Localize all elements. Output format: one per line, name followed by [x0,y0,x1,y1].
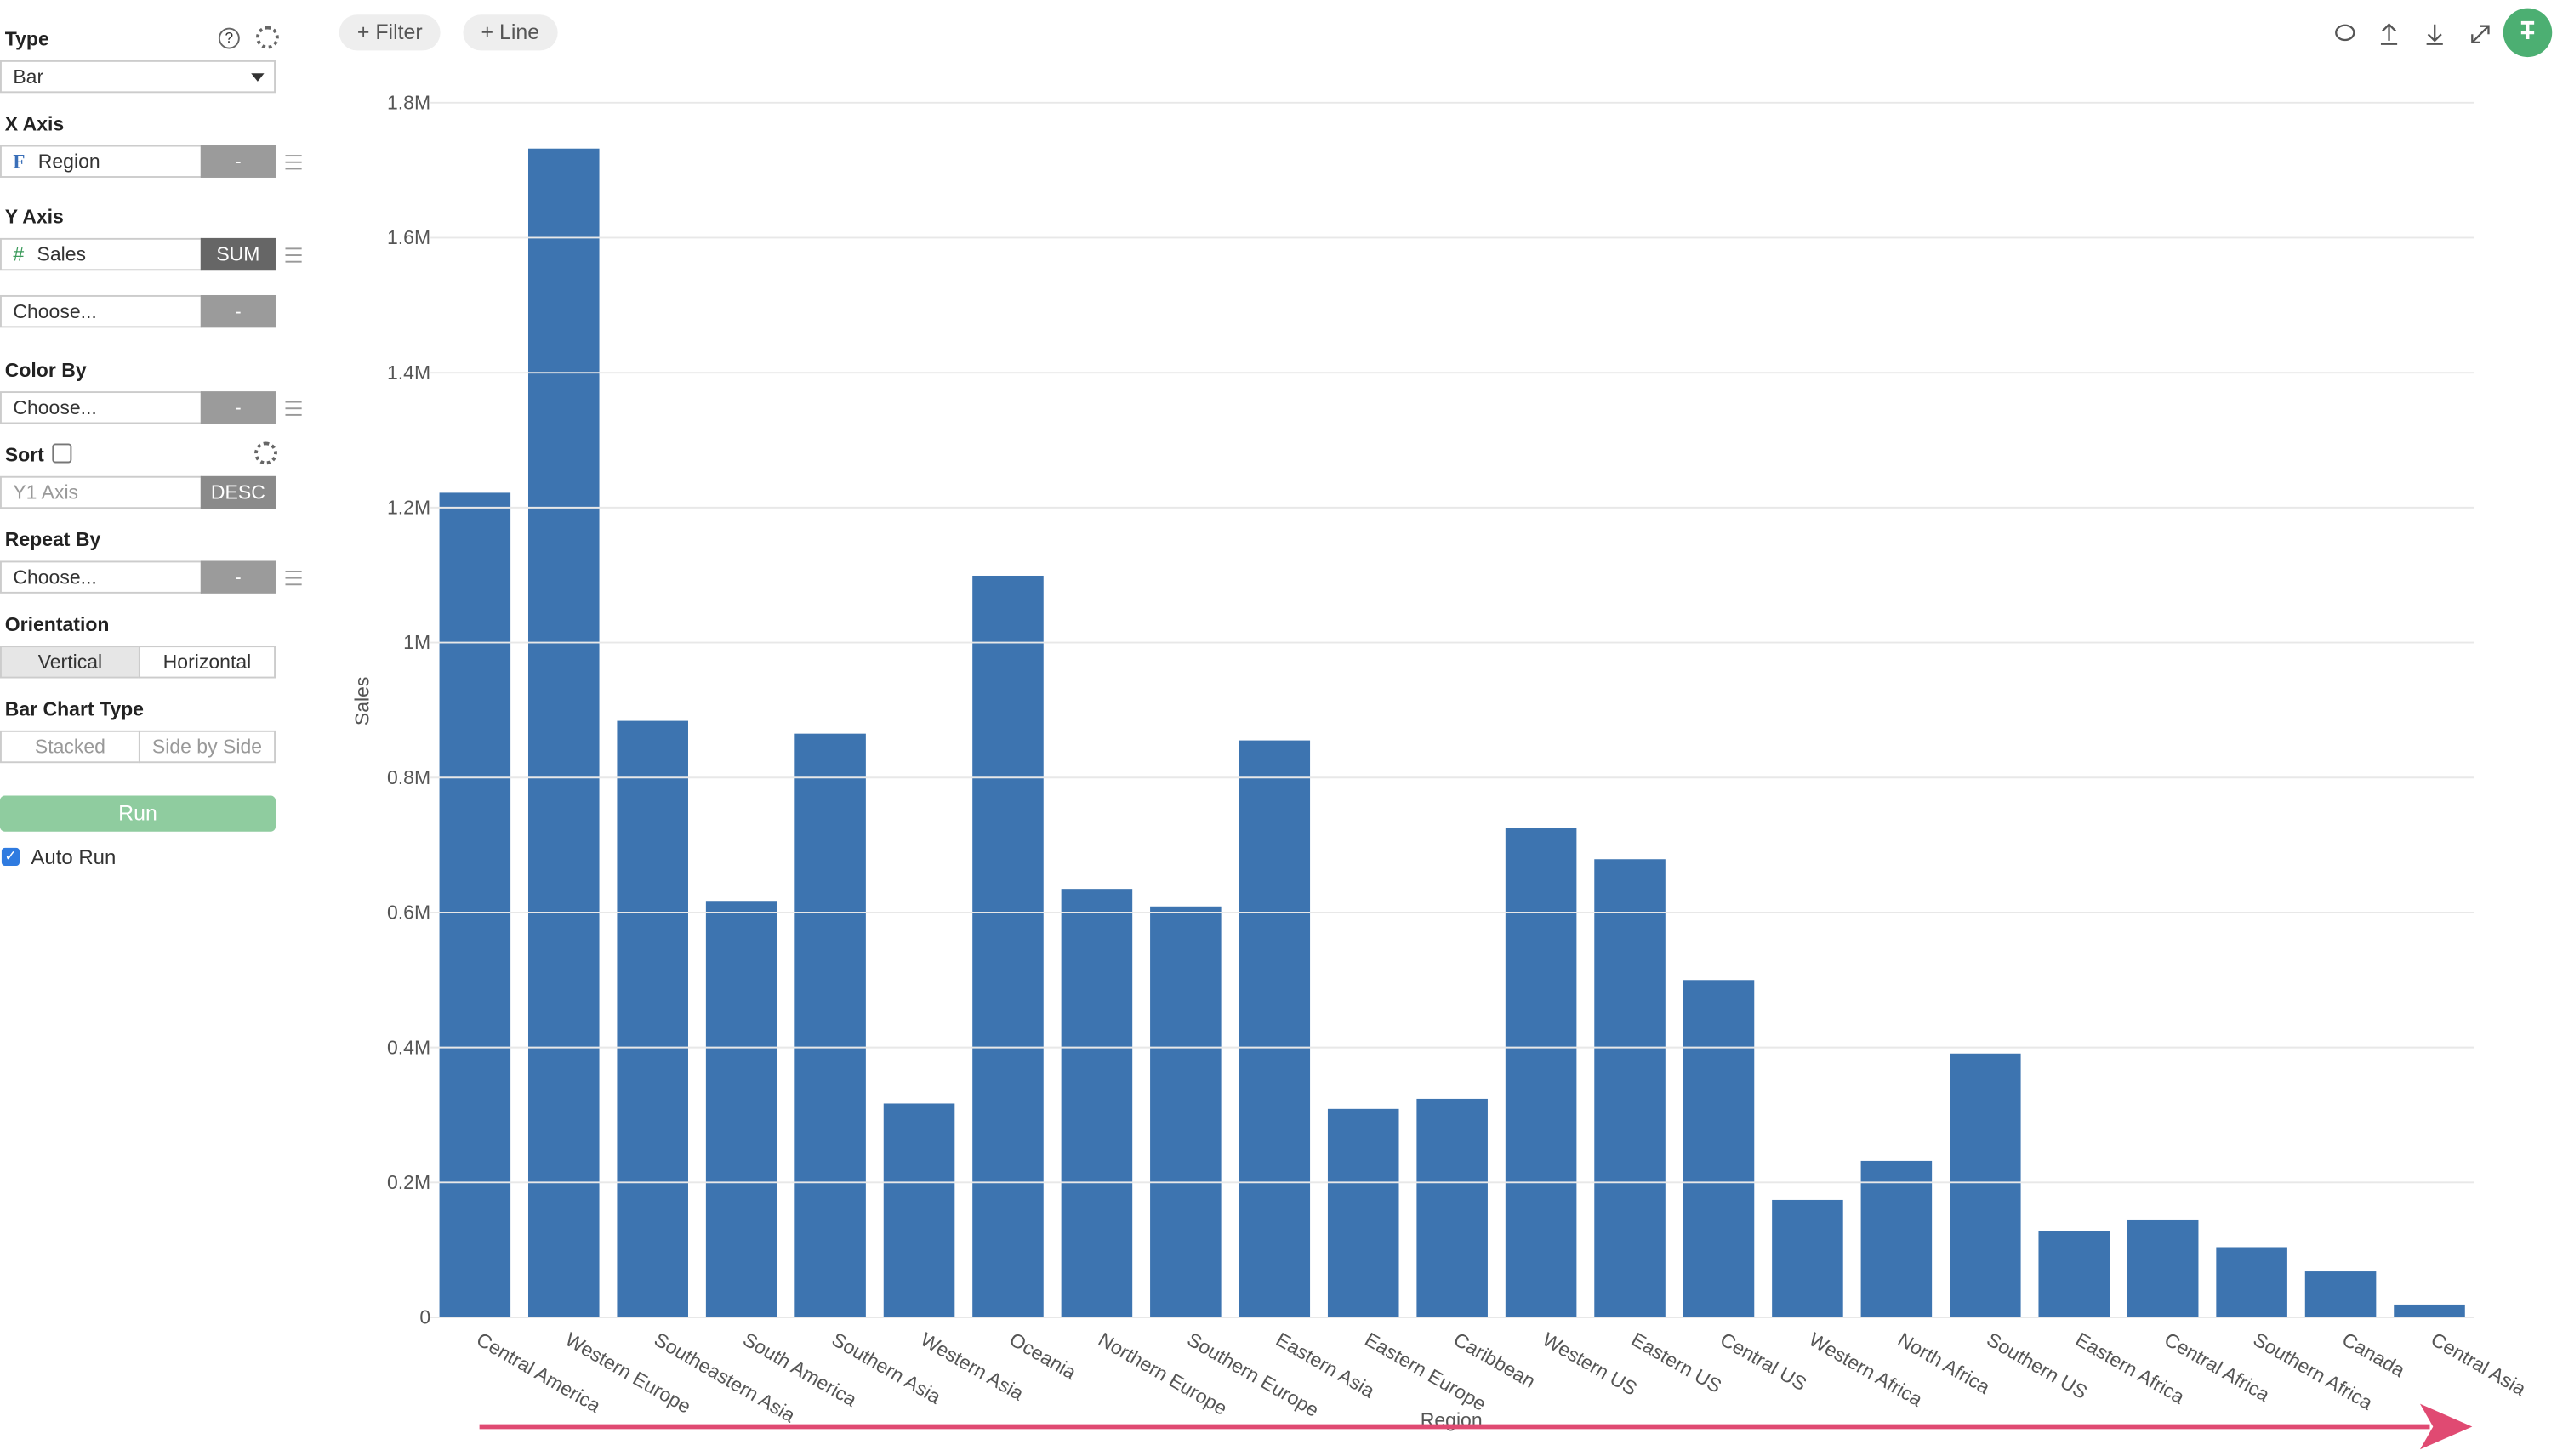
label: Auto Run [31,845,117,869]
x-tick-label: Western US [1539,1328,1641,1399]
value: Bar [13,65,44,88]
settings-icon[interactable] [254,441,277,465]
menu[interactable] [285,401,302,416]
filter-button[interactable]: + Filter [339,14,441,51]
label: X Axis [4,112,65,136]
bar [1239,740,1311,1318]
label: Type [4,27,49,51]
toolbar-icons [2335,23,2490,45]
field[interactable]: Choose... [0,294,202,328]
y-tick-label: 1.2M [387,497,430,519]
x-tick-label: Southern US [1983,1328,2091,1402]
bar [1860,1160,1933,1318]
bar [1950,1053,2021,1318]
bar [1327,1108,1399,1318]
help-icon[interactable]: ? [218,27,240,49]
option[interactable]: Horizontal [138,646,276,679]
menu[interactable] [285,155,302,170]
y-tick-label: 0.2M [387,1171,430,1193]
y-tick-label: 1.4M [387,361,430,384]
field[interactable]: F Region [0,145,202,178]
bar [2038,1231,2110,1318]
bar [1150,906,1222,1318]
bar [794,733,866,1318]
bar [2394,1304,2465,1318]
bar [972,575,1044,1318]
arrow [479,1403,2473,1450]
agg[interactable]: - [200,294,276,328]
run-button[interactable]: Run [0,795,276,832]
x-tick-label: Oceania [1005,1328,1079,1383]
y-tick-label: 1M [403,631,430,653]
label: Repeat By [4,528,101,551]
field[interactable]: # Sales [0,237,202,271]
bar [439,492,511,1318]
agg[interactable]: DESC [200,475,276,509]
bar [1772,1199,1843,1318]
bar [1594,859,1666,1318]
caret [251,73,265,88]
y-tick-label: 0.4M [387,1036,430,1058]
value: Sales [37,242,87,266]
bar [527,148,600,1318]
y-tick-label: 0 [419,1306,430,1328]
y-axis-title: Sales [350,677,373,726]
y-tick-label: 0.6M [387,901,430,924]
bar [1505,828,1577,1318]
field[interactable]: Y1 Axis [0,475,202,509]
label: Bar Chart Type [4,697,144,721]
field[interactable]: Choose... [0,560,202,594]
bar [1683,980,1755,1318]
x-tick-label: Canada [2338,1328,2409,1381]
pin-icon [2520,20,2535,40]
option[interactable]: Side by Side [138,730,276,764]
agg[interactable]: - [200,391,276,424]
bar [1061,889,1133,1318]
checkbox[interactable] [52,443,72,464]
label: Sort [4,443,44,467]
type-select[interactable]: Bar [0,60,276,94]
icon: # [13,242,25,266]
line-button[interactable]: + Line [463,14,558,51]
checkbox[interactable]: ✓ [1,847,20,866]
label: Color By [4,358,87,382]
agg[interactable]: - [200,145,276,178]
label: Orientation [4,612,110,636]
bar [617,720,688,1318]
bar [705,901,777,1318]
x-tick-label: Central US [1717,1328,1810,1395]
x-tick-label: Central Asia [2428,1328,2531,1400]
option[interactable]: Stacked [0,730,140,764]
field[interactable]: Choose... [0,391,202,424]
y-tick-label: 1.8M [387,91,430,113]
menu[interactable] [285,570,302,586]
settings-icon[interactable] [255,26,279,49]
option[interactable]: Vertical [0,646,140,679]
agg[interactable]: SUM [200,237,276,271]
label: Y Axis [4,205,64,229]
bar [2127,1219,2199,1318]
x-tick-label: Eastern US [1628,1328,1726,1396]
value: Region [37,150,100,173]
y-tick-label: 1.6M [387,226,430,248]
y-tick-label: 0.8M [387,766,430,788]
bar [883,1103,955,1318]
bar [2304,1271,2377,1318]
bar [1416,1098,1488,1318]
icon: F [13,150,26,173]
menu[interactable] [285,247,302,263]
agg[interactable]: - [200,560,276,594]
bar [2216,1247,2287,1318]
